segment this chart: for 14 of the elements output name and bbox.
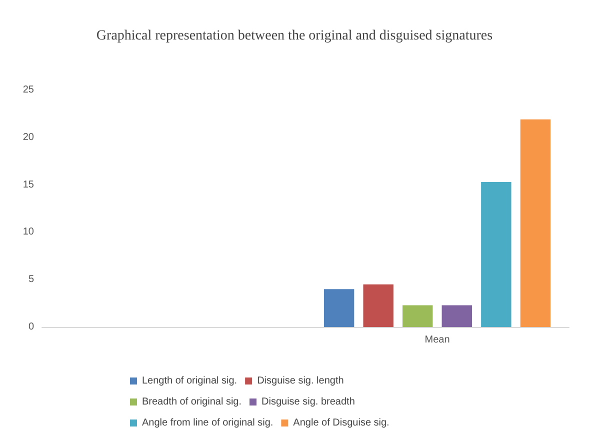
legend-label: Length of original sig. xyxy=(142,376,238,386)
legend-label: Disguise sig. breadth xyxy=(262,396,355,408)
y-tick-label: 20 xyxy=(22,132,34,143)
y-tick-label: 15 xyxy=(22,179,34,190)
legend-label: Angle of Disguise sig. xyxy=(293,418,390,428)
chart-title: Graphical representation between the original and disguised signatures xyxy=(96,28,493,44)
y-tick-label: 10 xyxy=(22,226,34,238)
y-tick-label: 25 xyxy=(22,84,34,96)
legend-label: Angle from line of original sig. xyxy=(142,418,274,428)
x-tick-label: Mean xyxy=(424,334,450,346)
legend-label: Breadth of original sig. xyxy=(142,396,242,408)
y-tick-label: 5 xyxy=(28,274,34,286)
legend-label: Disguise sig. length xyxy=(257,376,344,386)
y-tick-label: 0 xyxy=(28,322,34,332)
